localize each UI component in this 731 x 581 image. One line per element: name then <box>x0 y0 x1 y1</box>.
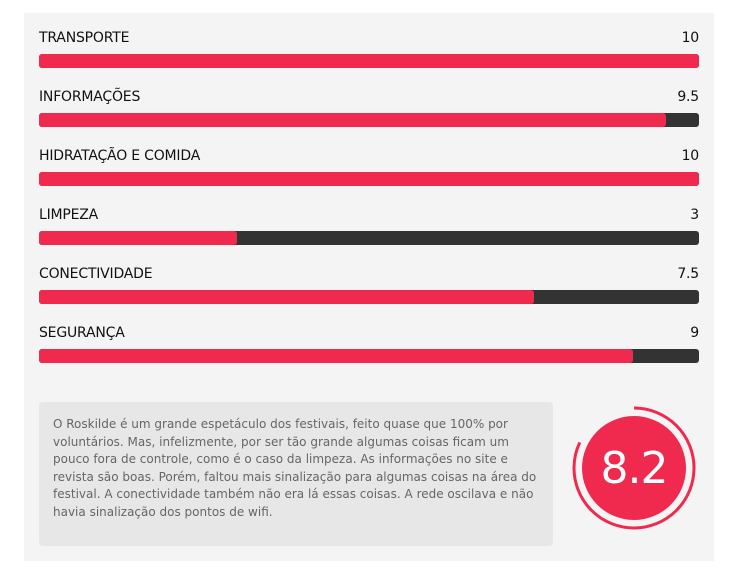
review-panel: TRANSPORTE 10 INFORMAÇÕES 9.5 HIDRATAÇÃO… <box>24 13 714 561</box>
rating-bar-fill <box>39 231 237 245</box>
rating-bar <box>39 172 699 186</box>
rating-bar <box>39 113 699 127</box>
review-summary-text: O Roskilde é um grande espetáculo dos fe… <box>53 417 537 519</box>
rating-bar-fill <box>39 172 699 186</box>
rating-row-informacoes: INFORMAÇÕES 9.5 <box>39 89 699 127</box>
rating-label: LIMPEZA <box>39 207 99 223</box>
rating-bar <box>39 54 699 68</box>
rating-row-hidratacao-e-comida: HIDRATAÇÃO E COMIDA 10 <box>39 148 699 186</box>
rating-label: HIDRATAÇÃO E COMIDA <box>39 148 201 164</box>
rating-label: SEGURANÇA <box>39 325 125 341</box>
rating-bar-fill <box>39 349 633 363</box>
rating-score: 10 <box>681 148 700 164</box>
rating-score: 7.5 <box>677 266 699 282</box>
rating-bar <box>39 231 699 245</box>
rating-label: TRANSPORTE <box>39 30 130 46</box>
rating-bar-fill <box>39 54 699 68</box>
rating-row-limpeza: LIMPEZA 3 <box>39 207 699 245</box>
score-arc <box>572 406 696 530</box>
rating-bar-fill <box>39 113 666 127</box>
overall-score-ring <box>572 406 696 530</box>
rating-label: CONECTIVIDADE <box>39 266 153 282</box>
rating-bar <box>39 349 699 363</box>
rating-row-seguranca: SEGURANÇA 9 <box>39 325 699 363</box>
rating-score: 9 <box>690 325 699 341</box>
overall-score-badge: 8.2 <box>569 403 699 533</box>
rating-score: 9.5 <box>677 89 699 105</box>
rating-bar <box>39 290 699 304</box>
rating-score: 10 <box>681 30 700 46</box>
review-summary: O Roskilde é um grande espetáculo dos fe… <box>39 402 553 546</box>
rating-label: INFORMAÇÕES <box>39 89 141 105</box>
overall-score: 8.2 <box>600 442 669 494</box>
rating-row-transporte: TRANSPORTE 10 <box>39 30 699 68</box>
rating-row-conectividade: CONECTIVIDADE 7.5 <box>39 266 699 304</box>
score-disc <box>582 416 686 520</box>
rating-bar-fill <box>39 290 534 304</box>
rating-score: 3 <box>690 207 699 223</box>
